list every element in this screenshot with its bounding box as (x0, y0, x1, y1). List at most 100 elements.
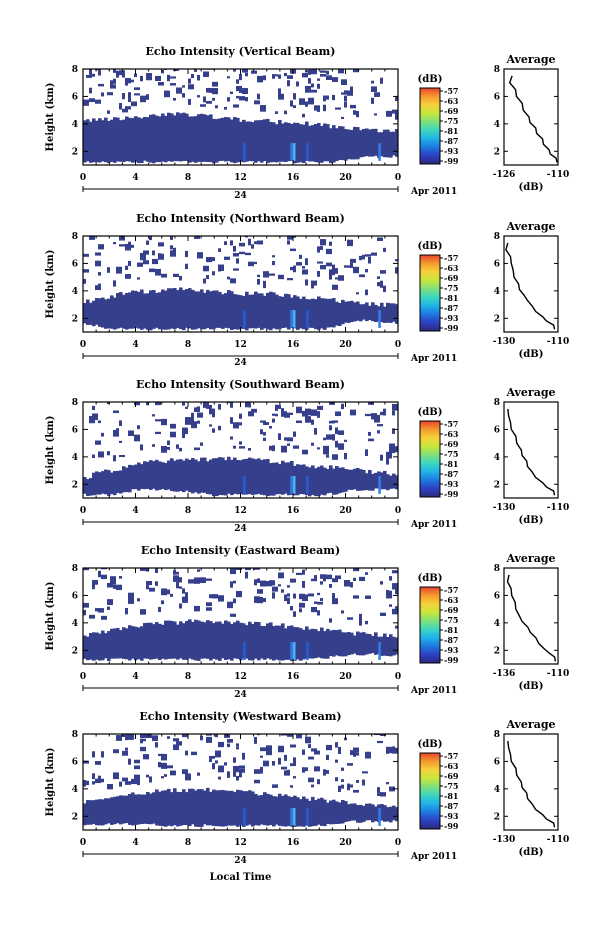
echo-column (164, 790, 168, 827)
colorbar (419, 87, 441, 165)
echo-patch (98, 83, 104, 87)
echo-patch (89, 98, 95, 103)
echo-patch (173, 738, 179, 742)
echo-patch (203, 402, 209, 408)
echo-patch (179, 275, 182, 281)
echo-column (86, 119, 90, 162)
echo-patch (89, 614, 95, 619)
echo-patch (350, 582, 353, 588)
echo-patch (278, 757, 281, 765)
echo-column (272, 122, 276, 163)
echo-patch (308, 78, 311, 84)
echo-patch (395, 114, 398, 120)
echo-patch (395, 96, 398, 102)
echo-patch (383, 247, 386, 252)
echo-patch (353, 568, 359, 572)
echo-patch (359, 613, 362, 621)
colorbar-unit: (dB) (418, 739, 443, 750)
echo-column (356, 631, 360, 656)
x-tick-label: 4 (132, 340, 138, 350)
echo-column (131, 290, 135, 329)
echo-patch (149, 587, 155, 592)
echo-patch (272, 74, 275, 79)
echo-column (173, 115, 177, 162)
echo-column (281, 623, 285, 661)
echo-column (266, 118, 270, 163)
echo-column (176, 112, 180, 162)
echo-column (101, 471, 105, 494)
echo-patch (140, 734, 146, 739)
echo-patch (296, 262, 302, 266)
echo-column (347, 469, 351, 490)
echo-column (338, 126, 342, 160)
echo-patch (317, 270, 320, 277)
echo-patch (281, 589, 284, 593)
colorbar-tick-label: -69 (444, 771, 459, 781)
echo-column (368, 305, 372, 321)
echo-patch (143, 260, 149, 265)
y-tick-label: 4 (72, 619, 78, 629)
echo-patch (176, 444, 179, 449)
echo-patch (209, 758, 212, 762)
echo-column (329, 630, 333, 656)
echo-column (347, 129, 351, 160)
echo-column (356, 467, 360, 491)
echo-patch (395, 588, 398, 595)
echo-patch (320, 70, 326, 73)
echo-column (98, 633, 102, 661)
echo-column (179, 113, 183, 162)
colorbar-tick-label: -63 (444, 96, 459, 106)
echo-column (254, 459, 258, 495)
echo-patch (215, 105, 218, 109)
echo-patch (155, 268, 161, 276)
echo-column (386, 807, 390, 822)
echo-column (146, 792, 150, 825)
echo-patch (122, 750, 128, 756)
echo-column (326, 298, 330, 328)
echo-patch (233, 268, 239, 271)
strong-echo-streak (290, 143, 293, 161)
echo-patch (260, 580, 266, 587)
echo-column (146, 622, 150, 659)
y-axis-label: Height (km) (45, 748, 56, 817)
echo-patch (362, 254, 365, 260)
echo-column (359, 469, 363, 491)
echo-patch (263, 760, 269, 767)
echo-column (320, 298, 324, 329)
echo-column (392, 636, 396, 656)
echo-column (350, 632, 354, 655)
echo-patch (329, 618, 332, 623)
y-tick-label: 6 (72, 425, 78, 435)
colorbar-tick-label: -93 (444, 313, 459, 323)
echo-patch (227, 276, 230, 280)
echo-patch (116, 70, 119, 78)
average-frame (503, 401, 559, 499)
echo-patch (302, 72, 308, 78)
echo-column (176, 459, 180, 492)
echo-column (125, 292, 129, 330)
echo-column (371, 128, 375, 157)
echo-patch (140, 97, 146, 103)
echo-column (236, 789, 240, 827)
echo-patch (128, 244, 134, 248)
echo-column (122, 627, 126, 659)
echo-patch (299, 254, 302, 259)
average-x-tick-label: -130 (493, 503, 516, 513)
echo-column (95, 471, 99, 495)
echo-column (335, 801, 339, 825)
echo-patch (260, 429, 263, 435)
colorbar-tick-label: -99 (444, 323, 459, 333)
echo-patch (179, 586, 182, 589)
strong-echo-streak (306, 143, 309, 161)
echo-patch (176, 741, 182, 746)
echo-patch (242, 734, 248, 735)
colorbar-tick-label: -63 (444, 429, 459, 439)
echo-column (203, 114, 207, 162)
echo-patch (185, 250, 188, 258)
echo-patch (155, 431, 161, 435)
panel-title: Echo Intensity (Southward Beam) (136, 378, 345, 391)
echo-patch (341, 784, 344, 789)
strong-echo-streak (293, 642, 296, 660)
echo-column (161, 113, 165, 162)
echo-patch (206, 100, 212, 104)
